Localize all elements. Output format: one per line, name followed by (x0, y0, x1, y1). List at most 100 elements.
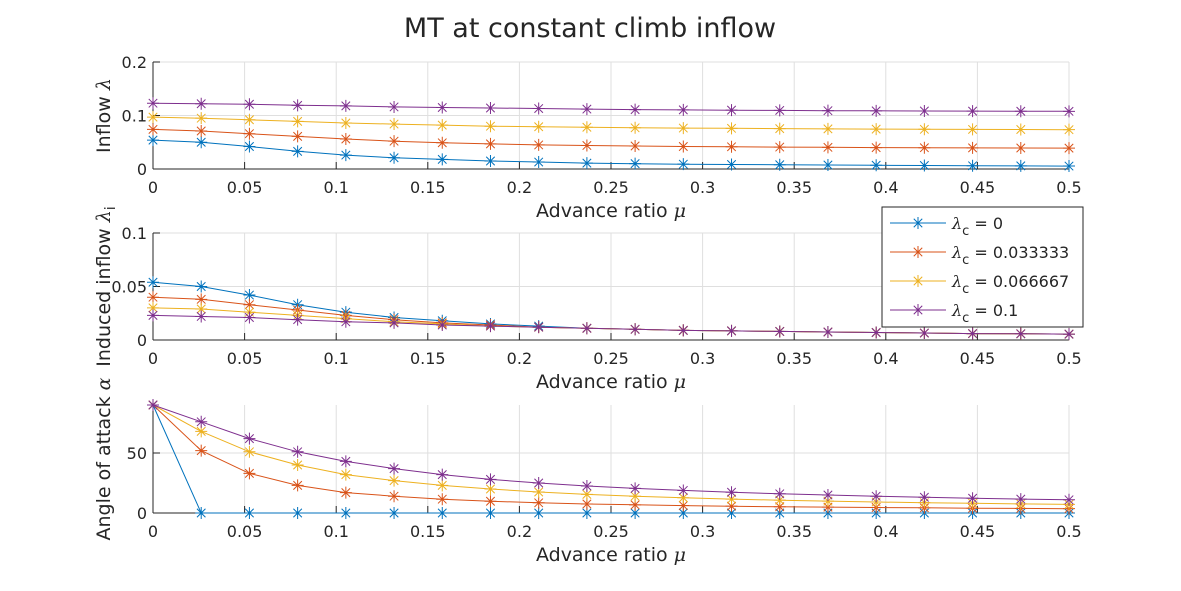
x-axis-label-text: Advance ratio (536, 200, 674, 222)
data-point (1063, 493, 1075, 506)
data-point (580, 322, 593, 335)
data-point (918, 159, 931, 172)
data-point (243, 467, 256, 480)
data-point (629, 103, 642, 116)
data-point (870, 490, 883, 503)
x-tick-label: 0.1 (323, 349, 348, 368)
data-point (677, 324, 690, 337)
data-point (773, 487, 786, 500)
data-point (147, 399, 159, 411)
x-axis-label: Advance ratio μ (536, 371, 686, 393)
legend-subscript: c (962, 282, 969, 297)
figure-title: MT at constant climb inflow (404, 13, 776, 44)
data-point (195, 302, 208, 315)
data-point (243, 98, 256, 111)
data-point (1063, 328, 1075, 341)
legend-value: = 0 (969, 214, 1003, 233)
data-point (243, 311, 256, 324)
y-axis-label: Angle of attack α (93, 377, 115, 540)
x-tick-label: 0.1 (323, 522, 348, 541)
x-axis-label-text: Advance ratio (536, 371, 674, 393)
x-axis-label-symbol: μ (674, 371, 686, 393)
data-point (1014, 327, 1027, 340)
x-axis-label-symbol: μ (674, 544, 686, 566)
data-point (147, 123, 159, 136)
x-tick-label: 0 (148, 522, 158, 541)
data-point (147, 97, 159, 110)
data-point (1014, 105, 1027, 118)
x-tick-label: 0.4 (873, 349, 898, 368)
series-line-4 (152, 102, 1070, 112)
data-point (629, 157, 642, 170)
legend-symbol: λ (951, 272, 962, 291)
data-point (484, 320, 497, 333)
data-point (629, 482, 642, 495)
legend-subscript: c (962, 253, 969, 268)
data-point (870, 123, 883, 136)
subplot-1: 0 0.05 0.1 0.15 0.2 0.25 0.3 0.35 0.4 0.45 0.5 0 0.1… (93, 53, 1082, 222)
x-tick-label: 0 (148, 178, 158, 197)
data-point (243, 289, 256, 302)
data-point (388, 100, 401, 113)
x-tick-label: 0.4 (873, 522, 898, 541)
data-point (1063, 142, 1075, 155)
legend-symbol: λ (951, 214, 962, 233)
data-point (243, 507, 256, 519)
legend-entry-3: λc = 0.066667 (890, 272, 1069, 297)
data-point (195, 444, 208, 457)
data-point (484, 137, 497, 150)
data-point (725, 486, 738, 499)
data-point (918, 327, 931, 340)
data-point (773, 494, 786, 507)
data-point (243, 113, 256, 126)
legend-marker (912, 246, 924, 258)
data-point (436, 136, 449, 149)
legend-marker (912, 217, 924, 229)
data-point (291, 313, 304, 326)
x-tick-label: 0.1 (323, 178, 348, 197)
data-point (725, 493, 738, 506)
legend-entry-1: λc = 0 (890, 214, 1003, 239)
data-point (291, 99, 304, 112)
data-point (388, 118, 401, 131)
data-point (1014, 159, 1027, 172)
x-axis-label: Advance ratio μ (536, 544, 686, 566)
x-tick-label: 0.45 (960, 522, 996, 541)
data-point (773, 104, 786, 117)
x-tick-label: 0.15 (410, 349, 446, 368)
series-line-1 (152, 404, 1069, 514)
data-point (966, 492, 979, 505)
data-point (677, 158, 690, 171)
data-point (580, 139, 593, 152)
x-tick-label: 0.3 (690, 349, 715, 368)
x-tick-label: 0.5 (1056, 522, 1081, 541)
data-point (580, 480, 593, 492)
data-point (773, 122, 786, 135)
x-tick-label: 0.15 (410, 178, 446, 197)
data-point (870, 159, 883, 172)
legend-label: λc = 0.066667 (951, 272, 1069, 297)
data-point (1063, 160, 1075, 173)
data-point (725, 122, 738, 135)
data-point (291, 115, 304, 128)
data-point (821, 325, 834, 338)
data-point (147, 134, 159, 147)
data-point (484, 102, 497, 115)
data-point (532, 156, 545, 169)
x-tick-label: 0.45 (960, 349, 996, 368)
legend-label: λc = 0.033333 (951, 243, 1069, 268)
data-point (195, 97, 208, 110)
data-point (918, 491, 931, 504)
x-tick-label: 0.5 (1056, 349, 1081, 368)
data-point (580, 507, 593, 519)
data-point (243, 432, 256, 445)
data-point (147, 276, 159, 289)
legend-symbol: λ (951, 301, 962, 320)
data-point (147, 301, 159, 314)
x-tick-label: 0.25 (593, 178, 629, 197)
series-line-2 (152, 404, 1070, 510)
data-point (147, 291, 159, 304)
data-point (725, 140, 738, 153)
data-point (870, 104, 883, 117)
data-point (243, 298, 256, 311)
